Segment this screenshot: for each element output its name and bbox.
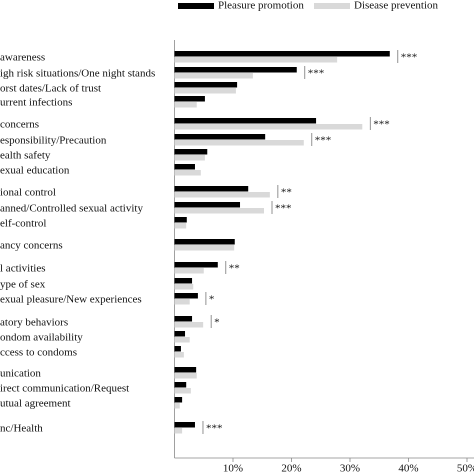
- bar: [174, 67, 297, 73]
- annotation: ***: [315, 135, 332, 147]
- annotation: ***: [275, 203, 292, 215]
- bar: [174, 102, 197, 108]
- bar: [174, 217, 187, 223]
- annotation: ***: [206, 423, 223, 435]
- category-label: ype of sex: [0, 279, 46, 291]
- bar: [174, 316, 193, 322]
- annotation: *: [214, 317, 220, 329]
- bar: [174, 73, 253, 79]
- legend-swatch: [314, 3, 350, 9]
- bar: [174, 322, 204, 328]
- x-tick-label: 20%: [281, 463, 301, 474]
- bar: [174, 82, 238, 88]
- bar: [174, 51, 390, 57]
- category-label: l activities: [0, 263, 46, 275]
- annotation: ***: [401, 52, 418, 64]
- bar: [174, 337, 190, 343]
- category-label: ancy concerns: [0, 240, 63, 252]
- annotation: **: [229, 263, 240, 275]
- category-label: ondom availability: [0, 332, 83, 344]
- category-label: orst dates/Lack of trust: [0, 83, 101, 95]
- annotation: *: [209, 294, 215, 306]
- bar: [174, 428, 183, 434]
- bar: [174, 352, 184, 358]
- bar: [174, 346, 181, 352]
- bar: [174, 299, 190, 305]
- bar: [174, 202, 241, 208]
- bar: [174, 422, 195, 428]
- category-label: atory behaviors: [0, 317, 68, 329]
- legend-label: Disease prevention: [354, 0, 438, 12]
- bar: [174, 124, 363, 130]
- bar: [174, 293, 198, 299]
- bar: [174, 262, 218, 268]
- bar: [174, 96, 205, 102]
- legend-swatch: [178, 3, 214, 9]
- bar: [174, 284, 194, 290]
- annotation: ***: [308, 68, 325, 80]
- category-label: igh risk situations/One night stands: [0, 68, 155, 80]
- x-tick-label: 40%: [398, 463, 418, 474]
- category-label: anned/Controlled sexual activity: [0, 203, 143, 215]
- bar: [174, 397, 183, 403]
- bar: [174, 278, 193, 284]
- x-tick-label: 30%: [340, 463, 360, 474]
- category-label: ional control: [0, 187, 56, 199]
- category-label: awareness: [0, 52, 45, 64]
- bar: [174, 57, 338, 63]
- annotation: ***: [373, 119, 390, 131]
- category-label: irect communication/Request: [0, 383, 129, 395]
- bar: [174, 118, 317, 124]
- bar: [174, 367, 197, 373]
- x-tick-label: 10%: [223, 463, 243, 474]
- x-tick-label: 50%: [457, 463, 474, 474]
- bar: [174, 268, 204, 274]
- category-label: exual pleasure/New experiences: [0, 294, 142, 306]
- annotation: **: [281, 187, 292, 199]
- bar: [174, 373, 197, 379]
- category-label: ccess to condoms: [0, 347, 77, 359]
- category-label: urrent infections: [0, 97, 72, 109]
- category-label: elf-control: [0, 218, 46, 230]
- bar: [174, 245, 235, 251]
- bar: [174, 170, 201, 176]
- bar: [174, 403, 180, 409]
- category-label: utual agreement: [0, 398, 71, 410]
- category-label: esponsibility/Precaution: [0, 135, 107, 147]
- legend-label: Pleasure promotion: [218, 0, 304, 12]
- bar: [174, 331, 186, 337]
- bar: [174, 208, 265, 214]
- bar: [174, 88, 236, 94]
- bar: [174, 388, 191, 394]
- category-label: unication: [0, 368, 41, 380]
- bar: [174, 223, 187, 229]
- bar: [174, 134, 266, 140]
- bar: [174, 164, 195, 170]
- category-label: exual education: [0, 165, 70, 177]
- category-label: nc/Health: [0, 423, 43, 435]
- category-label: ealth safety: [0, 150, 51, 162]
- bar: [174, 155, 205, 161]
- bar: [174, 239, 235, 245]
- bar: [174, 382, 187, 388]
- bar: [174, 149, 208, 155]
- bar: [174, 192, 270, 198]
- bar: [174, 140, 304, 146]
- bar: [174, 186, 249, 192]
- category-label: concerns: [0, 119, 39, 131]
